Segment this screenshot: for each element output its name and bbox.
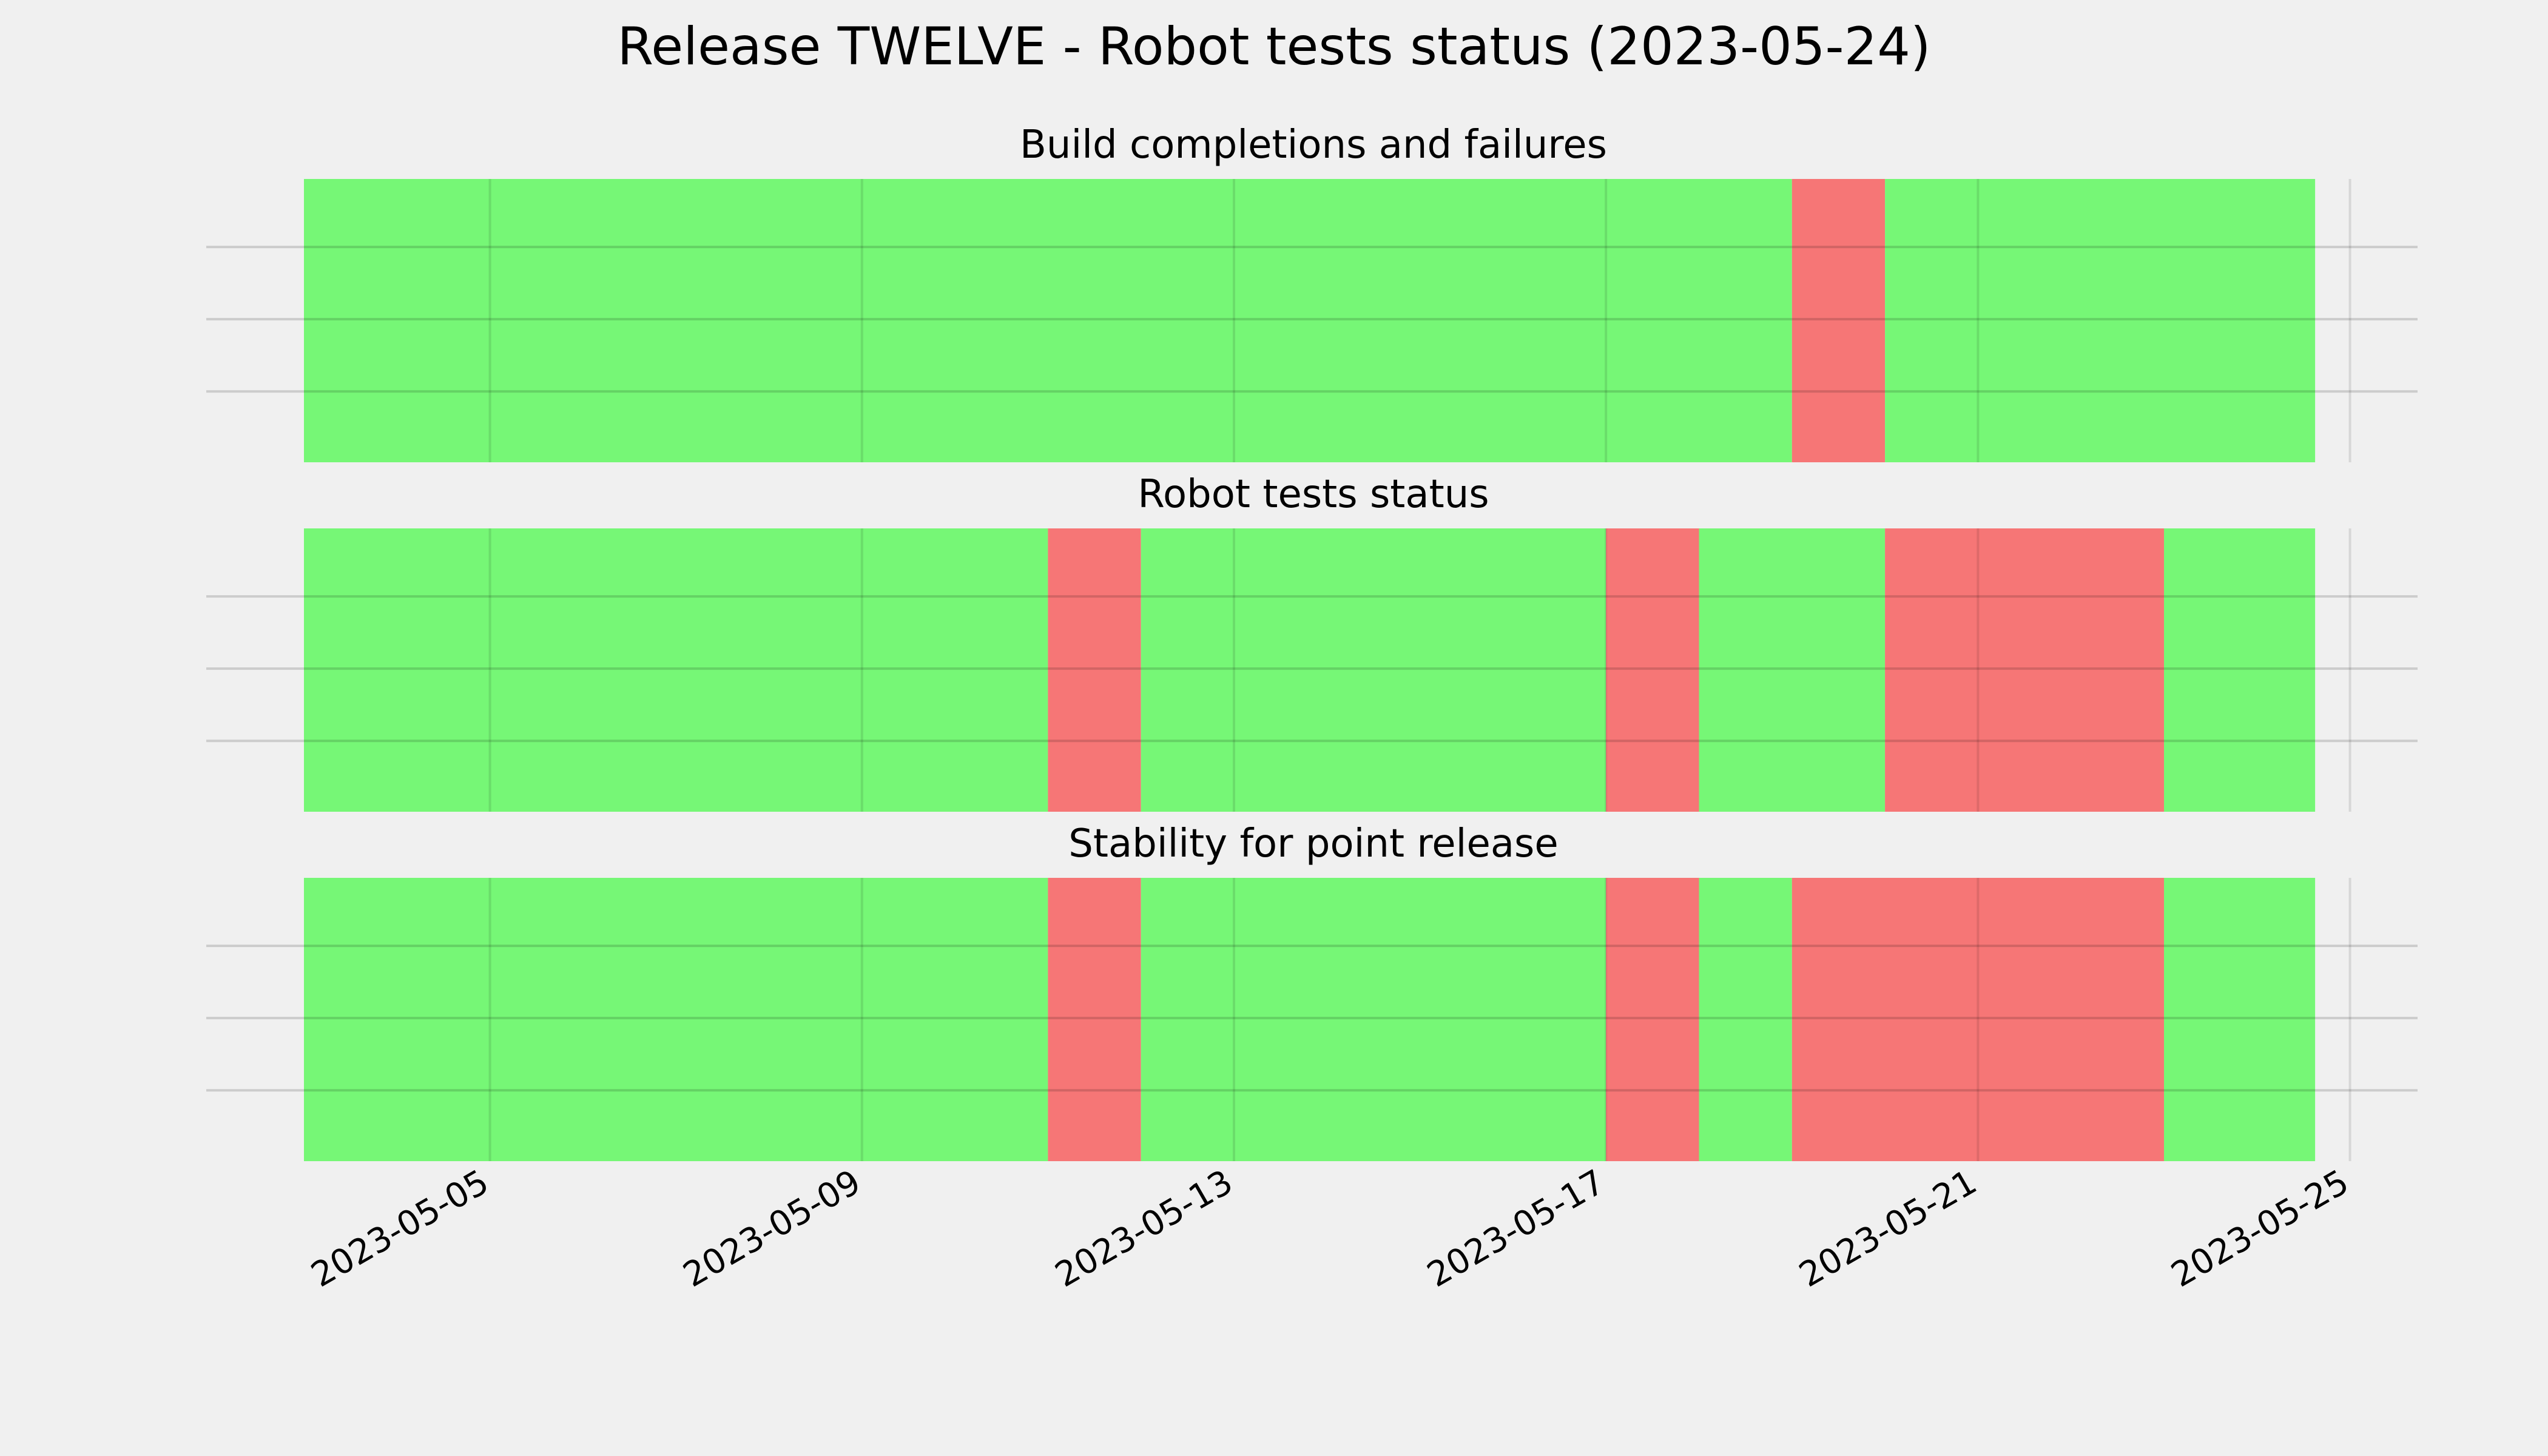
segment-pass	[1699, 878, 1792, 1161]
panel-3: Stability for point release	[206, 821, 2418, 1161]
panel-2: Robot tests status	[206, 472, 2418, 812]
segment-fail	[1885, 528, 2164, 812]
segment-pass	[1141, 528, 1606, 812]
segment-fail	[1791, 878, 2164, 1161]
segment-fail	[1048, 878, 1141, 1161]
segment-fail	[1606, 878, 1699, 1161]
panels-layer: Build completions and failures Robot test…	[206, 123, 2418, 1161]
segment-pass	[1885, 179, 2316, 462]
segment-pass	[2164, 528, 2316, 812]
segment-fail	[1048, 528, 1141, 812]
segment-fail	[1791, 179, 1886, 462]
panel-title: Stability for point release	[1068, 821, 1559, 866]
chart-title: Release TWELVE - Robot tests status (202…	[617, 16, 1930, 77]
segment-pass	[2164, 878, 2316, 1161]
panel-title: Build completions and failures	[1020, 123, 1607, 167]
segment-pass	[304, 179, 1792, 462]
segment-pass	[1699, 528, 1886, 812]
panel-1: Build completions and failures	[206, 123, 2418, 462]
segment-pass	[304, 528, 1048, 812]
panel-title: Robot tests status	[1138, 472, 1489, 517]
segment-fail	[1606, 528, 1699, 812]
segment-pass	[1141, 878, 1606, 1161]
segment-pass	[304, 878, 1048, 1161]
